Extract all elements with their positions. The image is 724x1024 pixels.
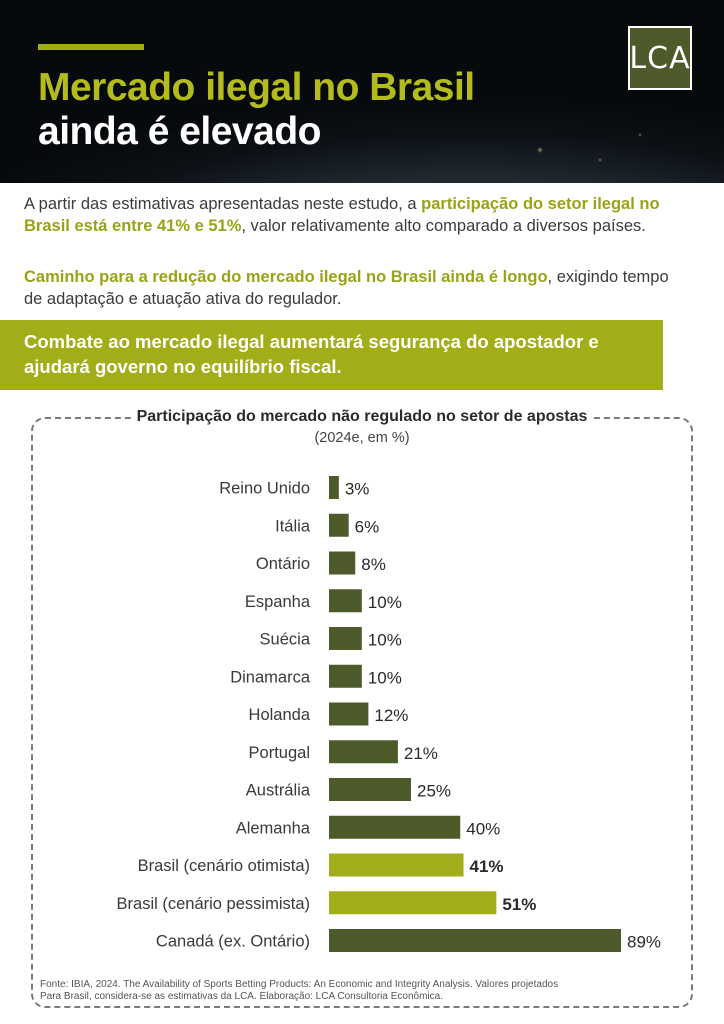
- category-label-12: Canadá (ex. Ontário): [156, 933, 310, 951]
- value-label-6: 12%: [374, 706, 408, 725]
- value-label-8: 25%: [417, 782, 451, 801]
- category-label-8: Austrália: [246, 782, 311, 800]
- title-accent-bar: [38, 44, 144, 50]
- value-label-9: 40%: [466, 819, 500, 838]
- bar-8: [329, 778, 412, 801]
- header-background: [0, 0, 724, 183]
- bar-3: [329, 589, 362, 613]
- intro-p1-highlight: participação do setor ilegal no Brasil e…: [24, 195, 660, 235]
- bar-9: [329, 815, 461, 839]
- bar-0: [329, 476, 339, 499]
- intro-paragraph-1: A partir das estimativas apresentadas ne…: [24, 193, 684, 237]
- source-line-1: Fonte: IBIA, 2024. The Availability of S…: [40, 979, 559, 990]
- bar-11: [329, 891, 497, 915]
- page-title-line1: Mercado ilegal no Brasil: [38, 66, 475, 109]
- bar-12: [329, 929, 621, 952]
- value-label-3: 10%: [368, 593, 402, 612]
- value-label-10: 41%: [470, 857, 504, 876]
- value-label-1: 6%: [355, 517, 380, 536]
- key-message-banner: Combate ao mercado ilegal aumentará segu…: [0, 320, 663, 390]
- category-label-4: Suécia: [260, 631, 311, 649]
- intro-p2-highlight: Caminho para a redução do mercado ilegal…: [24, 268, 548, 286]
- category-label-9: Alemanha: [236, 819, 311, 837]
- category-label-0: Reino Unido: [219, 480, 310, 498]
- value-label-7: 21%: [404, 744, 438, 763]
- intro-paragraph-2: Caminho para a redução do mercado ilegal…: [24, 266, 684, 310]
- value-label-4: 10%: [368, 631, 402, 650]
- bar-4: [329, 627, 362, 650]
- category-label-11: Brasil (cenário pessimista): [117, 895, 310, 913]
- intro-p2-end: , exigindo tempo de adaptação e atuação …: [24, 268, 669, 308]
- bar-1: [329, 513, 349, 537]
- category-label-7: Portugal: [249, 744, 310, 762]
- category-label-6: Holanda: [249, 706, 311, 724]
- bar-7: [329, 740, 398, 764]
- source-note: Fonte: IBIA, 2024. The Availability of S…: [40, 979, 640, 1003]
- category-label-3: Espanha: [245, 593, 311, 611]
- bar-2: [329, 551, 356, 575]
- bar-5: [329, 664, 362, 688]
- value-label-0: 3%: [345, 480, 370, 499]
- chart-title-text: Participação do mercado não regulado no …: [130, 408, 594, 425]
- page-title-line2: ainda é elevado: [38, 110, 321, 153]
- value-label-5: 10%: [368, 668, 402, 687]
- category-label-2: Ontário: [256, 555, 310, 573]
- intro-p1-end: , valor relativamente alto comparado a d…: [241, 217, 646, 235]
- earth-glow: [0, 0, 724, 183]
- source-line-2: Para Brasil, considera-se as estimativas…: [40, 991, 443, 1002]
- value-label-2: 8%: [361, 555, 386, 574]
- intro-p1-start: A partir das estimativas apresentadas ne…: [24, 195, 422, 213]
- chart-title: Participação do mercado não regulado no …: [0, 408, 724, 426]
- value-label-12: 89%: [627, 933, 661, 952]
- category-label-10: Brasil (cenário otimista): [138, 857, 310, 875]
- value-label-11: 51%: [502, 895, 536, 914]
- bar-10: [329, 853, 464, 877]
- chart-subtitle: (2024e, em %): [314, 430, 410, 446]
- category-label-1: Itália: [275, 517, 311, 535]
- category-label-5: Dinamarca: [230, 668, 311, 686]
- bar-6: [329, 702, 369, 726]
- lca-logo: LCA: [628, 26, 692, 90]
